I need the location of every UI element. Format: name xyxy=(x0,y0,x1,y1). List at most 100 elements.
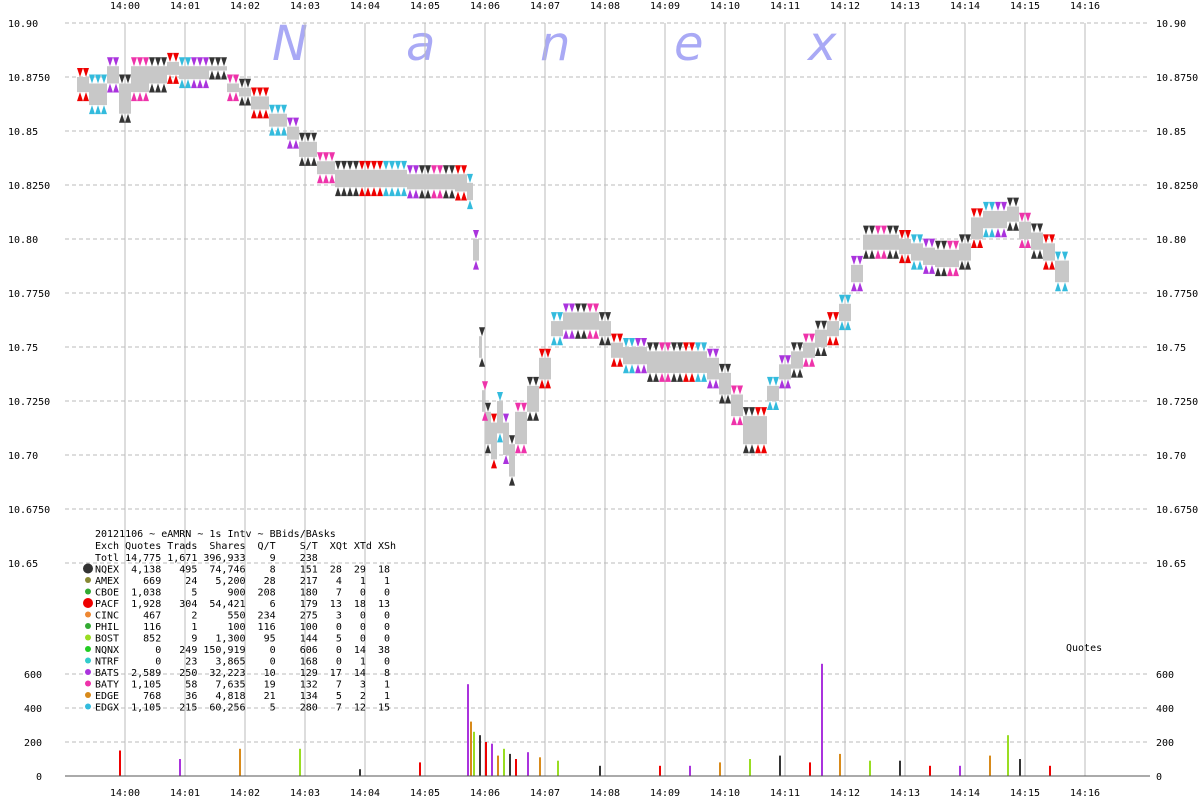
legend-marker xyxy=(85,657,91,664)
ask-marker xyxy=(179,57,185,67)
price-tick-label-left: 10.75 xyxy=(8,343,38,354)
x-tick-label-top: 14:04 xyxy=(350,1,380,12)
x-tick-label-bottom: 14:08 xyxy=(590,788,620,799)
legend-row: PACF 1,928 304 54,421 6 179 13 18 13 xyxy=(95,599,390,610)
bbo-band-segment xyxy=(851,264,863,283)
volume-bar xyxy=(239,748,241,776)
ask-marker xyxy=(377,160,383,170)
bbo-band-segment xyxy=(803,342,815,358)
ask-marker xyxy=(527,376,533,386)
ask-marker xyxy=(401,160,407,170)
bid-marker xyxy=(989,228,995,238)
legend-row: AMEX 669 24 5,200 28 217 4 1 1 xyxy=(95,576,390,587)
volume-bar xyxy=(809,762,811,776)
ask-marker xyxy=(725,363,731,373)
legend-row: NTRF 0 23 3,865 0 168 0 1 0 xyxy=(95,657,390,668)
bbo-band-segment xyxy=(647,351,659,373)
bid-marker xyxy=(533,411,539,421)
bid-marker xyxy=(839,321,845,331)
bid-marker xyxy=(869,249,875,259)
bid-marker xyxy=(311,156,317,166)
ask-marker xyxy=(653,342,659,352)
bbo-band-segment xyxy=(383,169,407,188)
ask-marker xyxy=(311,132,317,142)
legend-marker xyxy=(85,634,91,641)
bbo-band-segment xyxy=(485,411,491,445)
x-tick-label-top: 14:05 xyxy=(410,1,440,12)
ask-marker xyxy=(479,327,485,337)
ask-marker xyxy=(1062,251,1068,261)
price-tick-label-right: 10.8750 xyxy=(1156,73,1198,84)
bid-marker xyxy=(647,372,653,382)
x-tick-label-top: 14:11 xyxy=(770,1,800,12)
bid-marker xyxy=(215,70,221,80)
ask-marker xyxy=(119,74,125,84)
bbo-band-segment xyxy=(935,249,947,268)
bid-marker xyxy=(245,96,251,106)
bid-marker xyxy=(263,109,269,119)
ask-marker xyxy=(239,78,245,88)
bid-marker xyxy=(221,70,227,80)
bid-marker xyxy=(407,189,413,199)
volume-tick-label-right: 200 xyxy=(1156,738,1174,749)
bbo-band-segment xyxy=(1007,206,1019,222)
ask-marker xyxy=(365,160,371,170)
bid-marker xyxy=(593,329,599,339)
x-tick-label-bottom: 14:07 xyxy=(530,788,560,799)
ask-marker xyxy=(215,57,221,67)
bbo-band-segment xyxy=(887,234,899,250)
volume-bar xyxy=(359,769,361,776)
legend-row: NQNX 0 249 150,919 0 606 0 14 38 xyxy=(95,645,390,656)
bid-marker xyxy=(899,254,905,264)
bid-marker xyxy=(779,379,785,389)
bid-marker xyxy=(503,455,509,464)
ask-marker xyxy=(1013,197,1019,207)
ask-marker xyxy=(755,407,761,417)
bid-marker xyxy=(719,394,725,404)
bbo-band-segment xyxy=(623,347,635,365)
volume-tick-label-right: 0 xyxy=(1156,772,1162,783)
bid-marker xyxy=(1025,239,1031,248)
volume-bar xyxy=(419,762,421,776)
ask-marker xyxy=(347,160,353,170)
price-tick-label-left: 10.8250 xyxy=(8,181,50,192)
ask-marker xyxy=(257,87,263,97)
bid-marker xyxy=(395,187,401,197)
quote-markers xyxy=(77,52,1068,486)
bbo-band-segment xyxy=(467,182,473,201)
bbo-band-segment xyxy=(482,390,485,412)
bbo-band-segment xyxy=(359,169,383,188)
bid-marker xyxy=(479,357,485,367)
ask-marker xyxy=(665,342,671,352)
bid-marker xyxy=(185,79,191,89)
ask-marker xyxy=(641,338,647,347)
bid-marker xyxy=(761,444,767,454)
ask-marker xyxy=(482,381,488,391)
bbo-band-segment xyxy=(515,411,527,445)
bbo-band-segment xyxy=(455,174,467,192)
ask-marker xyxy=(647,342,653,352)
legend-marker xyxy=(83,563,93,574)
bid-marker xyxy=(749,444,755,454)
volume-bar xyxy=(503,748,505,776)
watermark-letter: a xyxy=(406,16,435,72)
bid-marker xyxy=(317,174,323,184)
price-tick-label-left: 10.8750 xyxy=(8,73,50,84)
axis-ticks: 14:00 14:00 14:01 14:01 14:02 14:02 14:03 14:03… xyxy=(8,1,1198,799)
bbo-band-segment xyxy=(959,243,971,261)
bid-marker xyxy=(449,189,455,199)
x-tick-label-bottom: 14:03 xyxy=(290,788,320,799)
ask-marker xyxy=(443,165,449,175)
bbo-band-segment xyxy=(635,347,647,365)
volume-axis-label: Quotes xyxy=(1066,643,1102,654)
ask-marker xyxy=(965,234,971,244)
ask-marker xyxy=(869,225,875,235)
ask-marker xyxy=(497,392,503,401)
price-tick-label-right: 10.7750 xyxy=(1156,289,1198,300)
bid-marker xyxy=(767,401,773,410)
bid-marker xyxy=(365,187,371,197)
legend-marker xyxy=(85,703,91,710)
bid-marker xyxy=(1019,239,1025,248)
volume-bar xyxy=(749,759,751,776)
